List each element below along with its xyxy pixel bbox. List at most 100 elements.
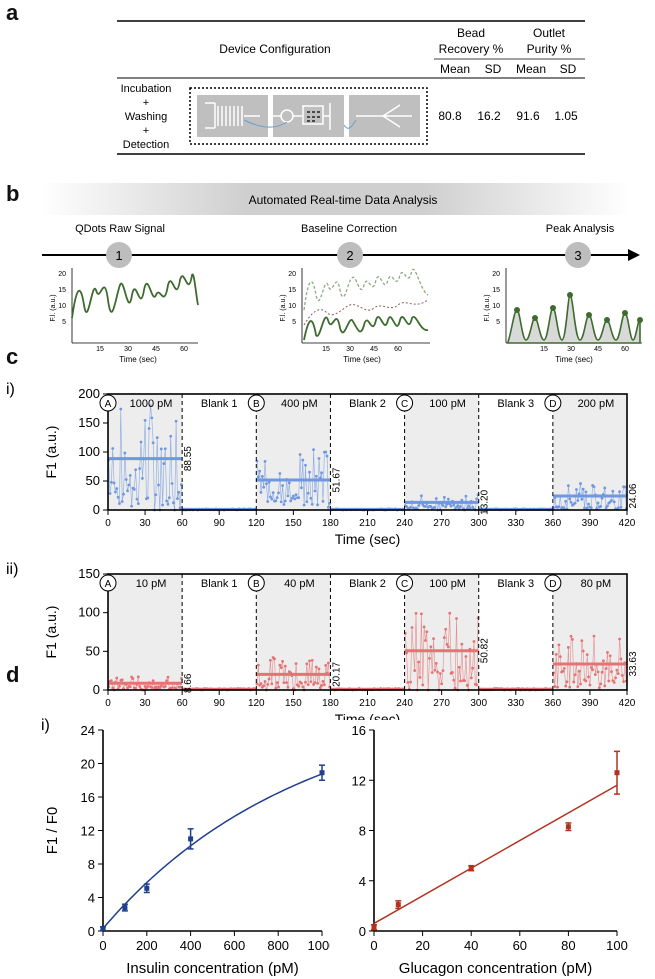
x-tick-label: 0 — [105, 518, 111, 529]
data-point — [428, 656, 431, 660]
data-point — [558, 655, 562, 659]
step-3-circle — [565, 242, 591, 268]
data-point — [163, 447, 167, 451]
x-tick-label: 60 — [513, 938, 527, 953]
data-point — [433, 506, 437, 509]
data-point — [320, 471, 324, 475]
panel-label-b: b — [6, 181, 20, 206]
data-point — [424, 505, 427, 508]
y-tick-label: 16 — [352, 723, 366, 738]
data-point — [460, 498, 464, 502]
pipeline-panel: Automated Real-time Data Analysis QDots … — [40, 183, 643, 364]
data-point — [371, 924, 377, 930]
config-table: Device Configuration Bead Recovery % Out… — [117, 20, 585, 155]
data-point — [313, 681, 317, 684]
data-point — [413, 669, 417, 672]
data-point — [298, 453, 302, 456]
data-point — [321, 499, 325, 503]
data-point — [293, 497, 297, 501]
data-point — [607, 679, 611, 683]
fit-line — [102, 773, 323, 929]
data-point — [615, 668, 619, 672]
data-point — [282, 503, 286, 506]
mini3-ytick-15: 15 — [492, 287, 500, 294]
data-point — [115, 676, 119, 680]
x-tick-label: 60 — [177, 698, 189, 709]
data-point — [278, 663, 282, 667]
mini2-xtick-60: 60 — [394, 346, 402, 353]
data-point — [580, 639, 584, 643]
data-point — [562, 507, 566, 510]
data-point — [430, 671, 434, 674]
data-point — [449, 504, 453, 508]
x-axis-label: Time (sec) — [335, 531, 401, 547]
segment-label: 80 pM — [581, 578, 612, 590]
data-point — [464, 655, 468, 658]
data-point — [434, 497, 438, 500]
data-point — [573, 673, 577, 677]
segment-label: Blank 2 — [349, 398, 386, 410]
data-point — [448, 611, 452, 615]
data-point — [452, 678, 456, 682]
data-point — [301, 685, 305, 689]
data-point — [442, 495, 446, 499]
y-axis-label: F1 (a.u.) — [43, 426, 59, 479]
step-3-label: Peak Analysis — [546, 223, 615, 235]
x-tick-label: 600 — [224, 938, 246, 953]
segment-letter: C — [401, 399, 408, 410]
sub-mean-bead: Mean — [440, 62, 470, 76]
x-tick-label: 300 — [470, 698, 487, 709]
data-point — [146, 685, 150, 688]
x-tick-label: 420 — [619, 518, 636, 529]
data-point — [584, 490, 588, 494]
banner-bar — [40, 183, 630, 215]
data-point — [255, 682, 259, 686]
data-point — [436, 670, 439, 674]
data-point — [422, 625, 426, 629]
x-tick-label: 390 — [582, 518, 599, 529]
data-point — [100, 925, 106, 931]
segment-letter: D — [549, 579, 556, 590]
mini2-ytick-15: 15 — [288, 287, 296, 294]
data-point — [457, 665, 461, 669]
data-point — [410, 626, 414, 629]
y-tick-label: 4 — [88, 891, 95, 906]
data-point — [259, 491, 263, 494]
mini1-ytick-20: 20 — [58, 271, 66, 278]
segment-label: 1000 pM — [130, 398, 173, 410]
data-point — [597, 686, 601, 690]
data-point — [165, 679, 169, 683]
mini3-xtick-60: 60 — [621, 346, 629, 353]
data-point — [149, 404, 152, 408]
data-point — [610, 499, 613, 502]
data-point — [274, 686, 278, 690]
data-point — [275, 496, 279, 500]
mini-plot-raw: 20 15 10 5 15 30 45 60 Time (sec) F.l. (… — [50, 268, 199, 364]
segment-label: 10 pM — [136, 578, 167, 590]
data-point — [409, 505, 413, 509]
mini1-xtick-45: 45 — [152, 346, 160, 353]
segment-label: Blank 1 — [201, 578, 238, 590]
data-point — [587, 675, 590, 679]
data-point — [591, 668, 595, 672]
segment-letter-circle — [396, 574, 414, 592]
y-tick-label: 0 — [93, 502, 100, 517]
data-point — [460, 642, 464, 646]
data-point — [306, 683, 310, 687]
data-point — [319, 770, 325, 776]
data-point — [612, 500, 616, 504]
data-point — [464, 494, 468, 498]
data-point — [566, 646, 570, 649]
panel-sublabel: i) — [6, 381, 15, 398]
data-point — [444, 505, 448, 509]
data-point — [475, 497, 479, 501]
data-point — [165, 499, 169, 503]
segment-letter: C — [401, 579, 408, 590]
data-point — [128, 685, 132, 689]
fit-line — [373, 784, 618, 925]
x-axis-label: Time (sec) — [335, 711, 401, 720]
data-point — [109, 480, 113, 484]
data-point — [414, 611, 418, 615]
y-tick-label: 150 — [78, 566, 100, 581]
data-point — [459, 505, 462, 508]
